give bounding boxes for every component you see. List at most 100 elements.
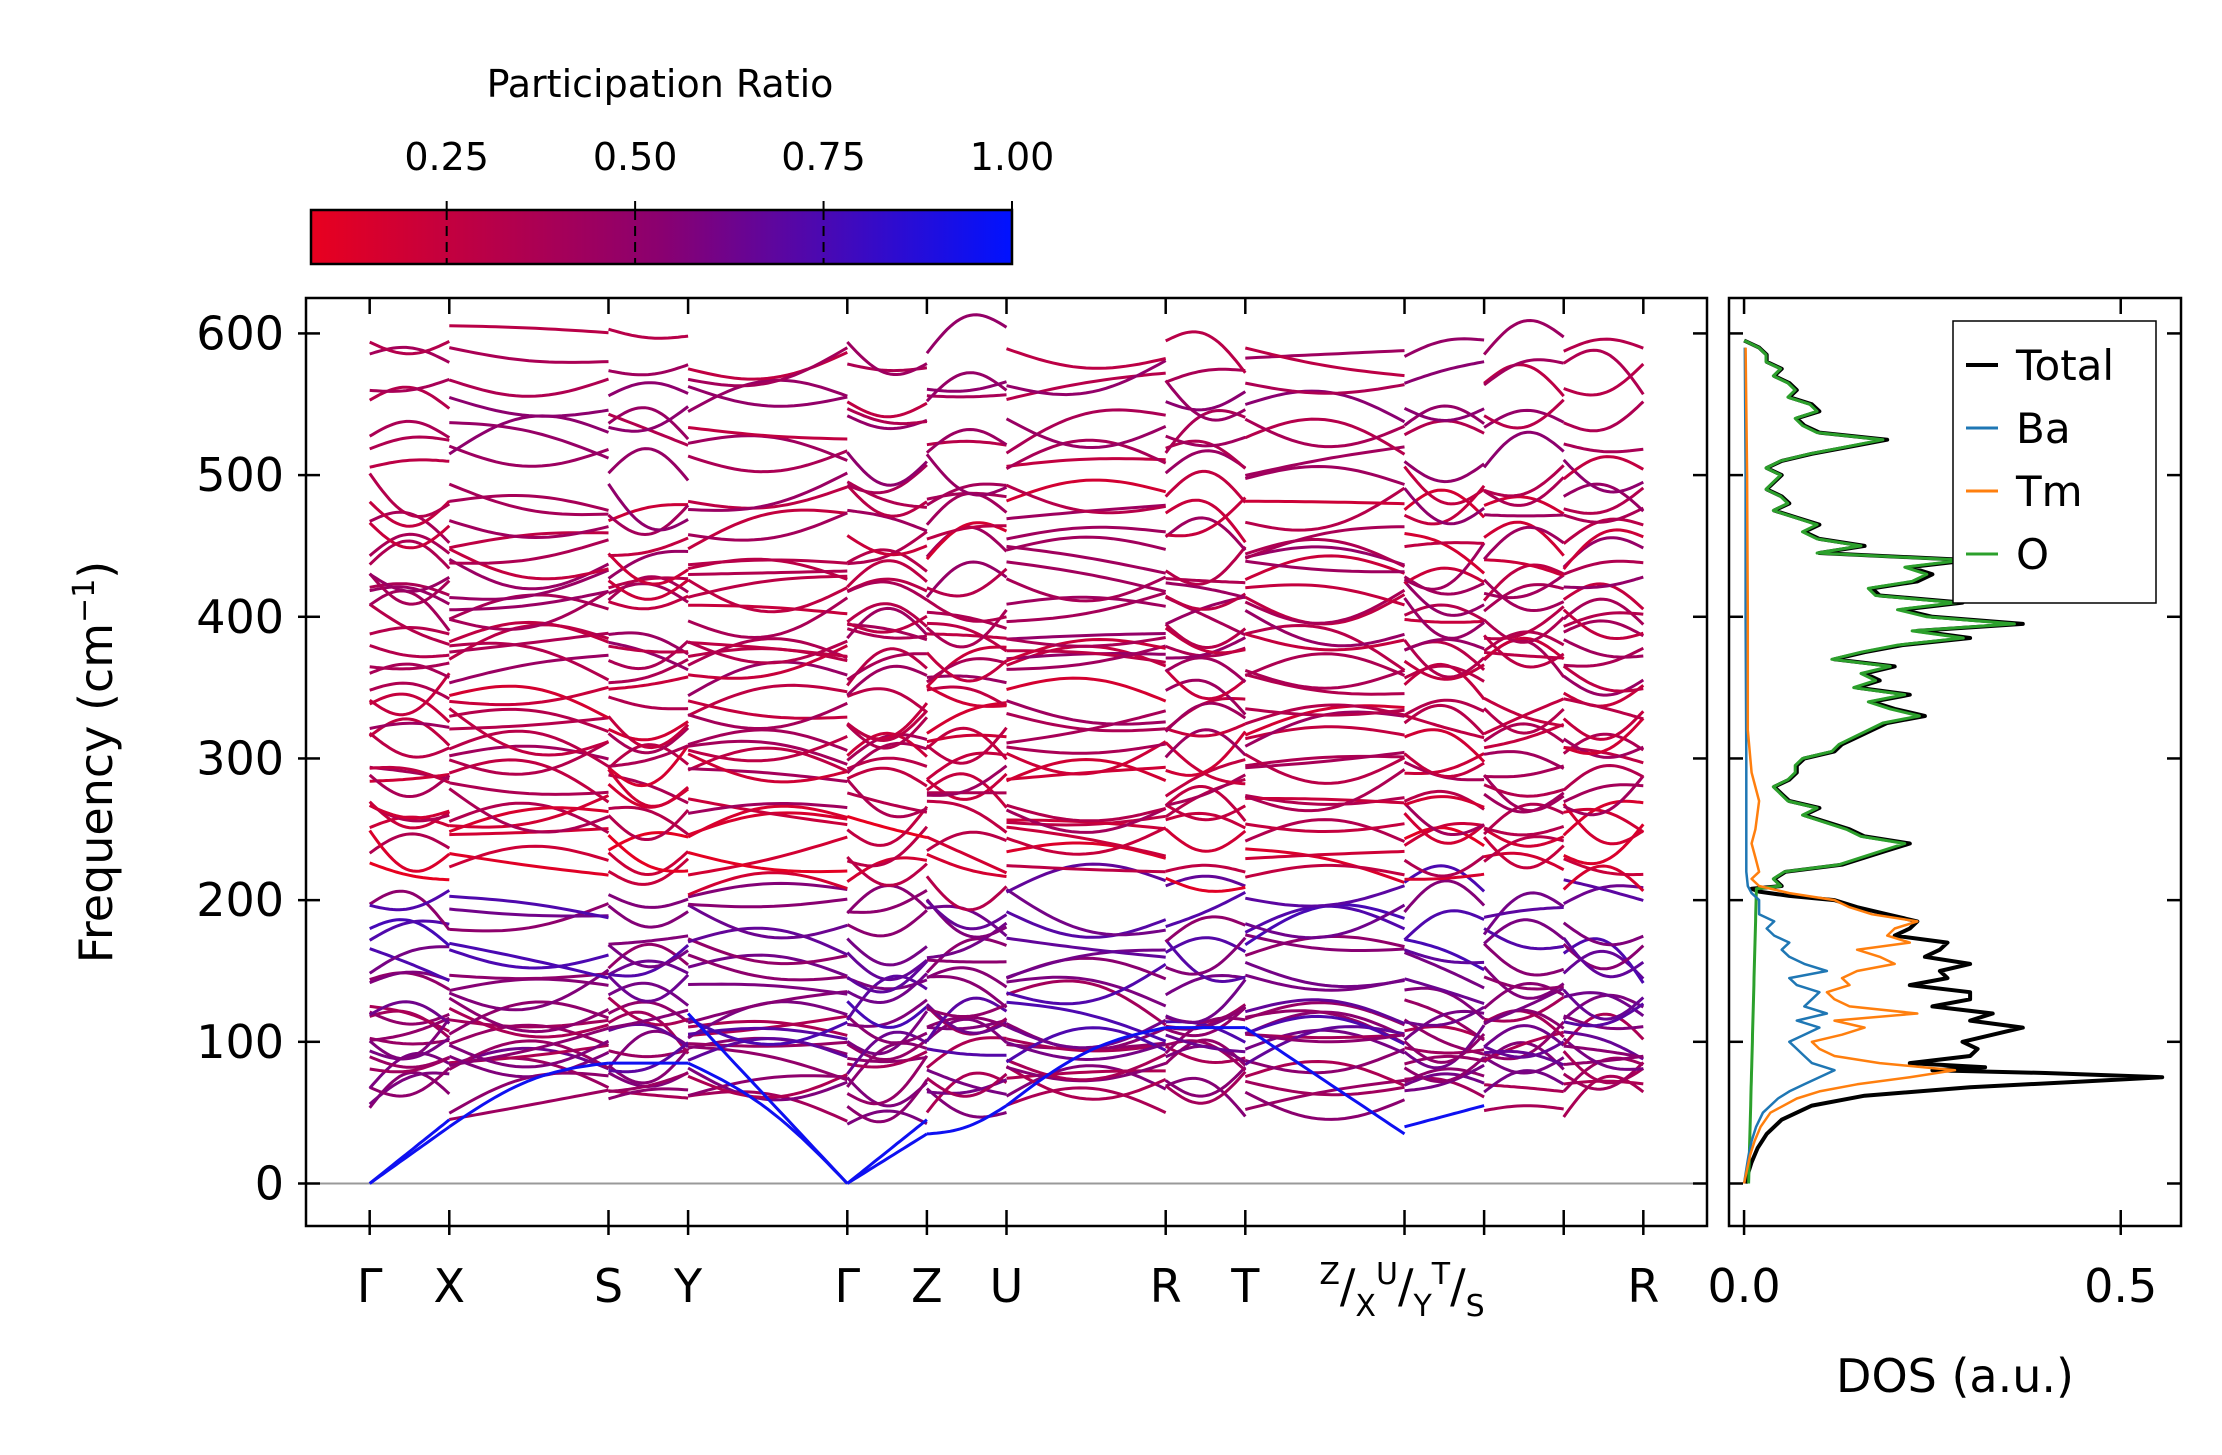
phonon-band (926, 1003, 1008, 1018)
phonon-band (687, 701, 848, 730)
phonon-band (1562, 993, 1645, 1021)
phonon-band (1006, 825, 1167, 858)
phonon-band (1244, 768, 1406, 813)
phonon-band (369, 1016, 450, 1042)
phonon-band (1244, 525, 1405, 560)
phonon-band (846, 814, 928, 839)
phonon-band (926, 632, 1007, 640)
colorbar-tick-label: 1.00 (970, 135, 1055, 179)
phonon-band (926, 764, 1008, 797)
phonon-band (847, 530, 928, 566)
phonon-band (1403, 951, 1485, 990)
phonon-band (1484, 558, 1565, 578)
phonon-band (369, 1010, 450, 1026)
phonon-band (448, 948, 609, 970)
phonon-band (368, 945, 450, 975)
phonon-band (1164, 915, 1246, 944)
phonon-band (607, 768, 690, 808)
phonon-band (1006, 803, 1167, 823)
phonon-band (368, 889, 451, 931)
phonon-band (846, 805, 929, 847)
phonon-band (449, 1018, 609, 1029)
phonon-band (368, 773, 451, 799)
phonon-band (687, 728, 848, 752)
path-label: T (1230, 1259, 1260, 1313)
y-tick-label: 0 (255, 1156, 284, 1210)
phonon-band (1245, 822, 1405, 833)
phonon-band (607, 809, 690, 841)
phonon-band (926, 674, 1007, 685)
phonon-band (1244, 445, 1405, 477)
phonon-band (449, 716, 609, 731)
phonon-band (1483, 1104, 1564, 1113)
phonon-band (846, 1076, 928, 1108)
phonon-band (1164, 408, 1246, 454)
phonon-band (1164, 379, 1247, 422)
phonon-band (1006, 864, 1166, 874)
phonon-band (1562, 458, 1644, 494)
phonon-band (1005, 910, 1167, 939)
phonon-band (687, 926, 848, 957)
phonon-band (1403, 728, 1486, 763)
phonon-band (1006, 371, 1166, 401)
path-label: U (990, 1259, 1024, 1313)
phonon-band (1164, 656, 1247, 684)
phonon-band (687, 351, 848, 381)
break-u: U (1376, 1257, 1398, 1292)
phonon-band (1403, 460, 1485, 484)
phonon-band (846, 1030, 928, 1075)
phonon-band (1244, 933, 1405, 952)
phonon-band (846, 534, 928, 557)
phonon-band (1562, 582, 1645, 611)
phonon-band (1484, 1083, 1564, 1094)
phonon-band (607, 504, 690, 537)
phonon-band (1563, 506, 1644, 524)
phonon-band (1563, 774, 1645, 817)
phonon-band (1403, 822, 1485, 847)
phonon-band (1562, 937, 1645, 984)
phonon-band (1005, 1052, 1167, 1082)
phonon-band (1244, 752, 1406, 785)
phonon-band (688, 471, 848, 512)
phonon-band (846, 627, 928, 640)
phonon-band (1403, 1072, 1485, 1087)
phonon-band (1164, 668, 1247, 701)
phonon-band (1244, 1025, 1405, 1066)
phonon-band (1006, 962, 1167, 1006)
phonon-band (1404, 618, 1485, 624)
dos-x-tick-label: 0.0 (1707, 1259, 1780, 1313)
phonon-band (1244, 903, 1406, 940)
phonon-band (1164, 498, 1247, 544)
dos-x-tick-label: 0.5 (2084, 1259, 2157, 1313)
phonon-band (1165, 876, 1246, 893)
phonon-band (1403, 465, 1485, 506)
phonon-band (368, 672, 451, 717)
phonon-band (846, 1054, 929, 1106)
phonon-band (847, 622, 928, 642)
phonon-band (1164, 701, 1247, 733)
phonon-band (1404, 713, 1485, 740)
phonon-band (1562, 884, 1644, 906)
phonon-band (368, 919, 450, 942)
phonon-band (1006, 595, 1166, 608)
path-label: Z (911, 1259, 943, 1313)
phonon-band (1403, 639, 1486, 679)
legend-label-ba: Ba (2016, 404, 2071, 453)
phonon-band (1006, 457, 1166, 468)
path-label: X (434, 1259, 466, 1313)
phonon-band (846, 687, 928, 714)
band-y-ticks: 0 100 200 300 400 500 600 (196, 306, 1707, 1210)
phonon-band (1244, 632, 1405, 652)
break-t: T (1431, 1257, 1451, 1292)
phonon-band (368, 532, 451, 557)
phonon-band (1404, 948, 1485, 965)
phonon-band (368, 385, 451, 410)
phonon-band (1483, 358, 1565, 387)
phonon-band (1562, 528, 1644, 571)
phonon-band (687, 804, 848, 839)
phonon-band (1403, 566, 1485, 585)
phonon-band (926, 966, 1008, 989)
phonon-band (1404, 752, 1485, 775)
phonon-band (1483, 650, 1564, 660)
